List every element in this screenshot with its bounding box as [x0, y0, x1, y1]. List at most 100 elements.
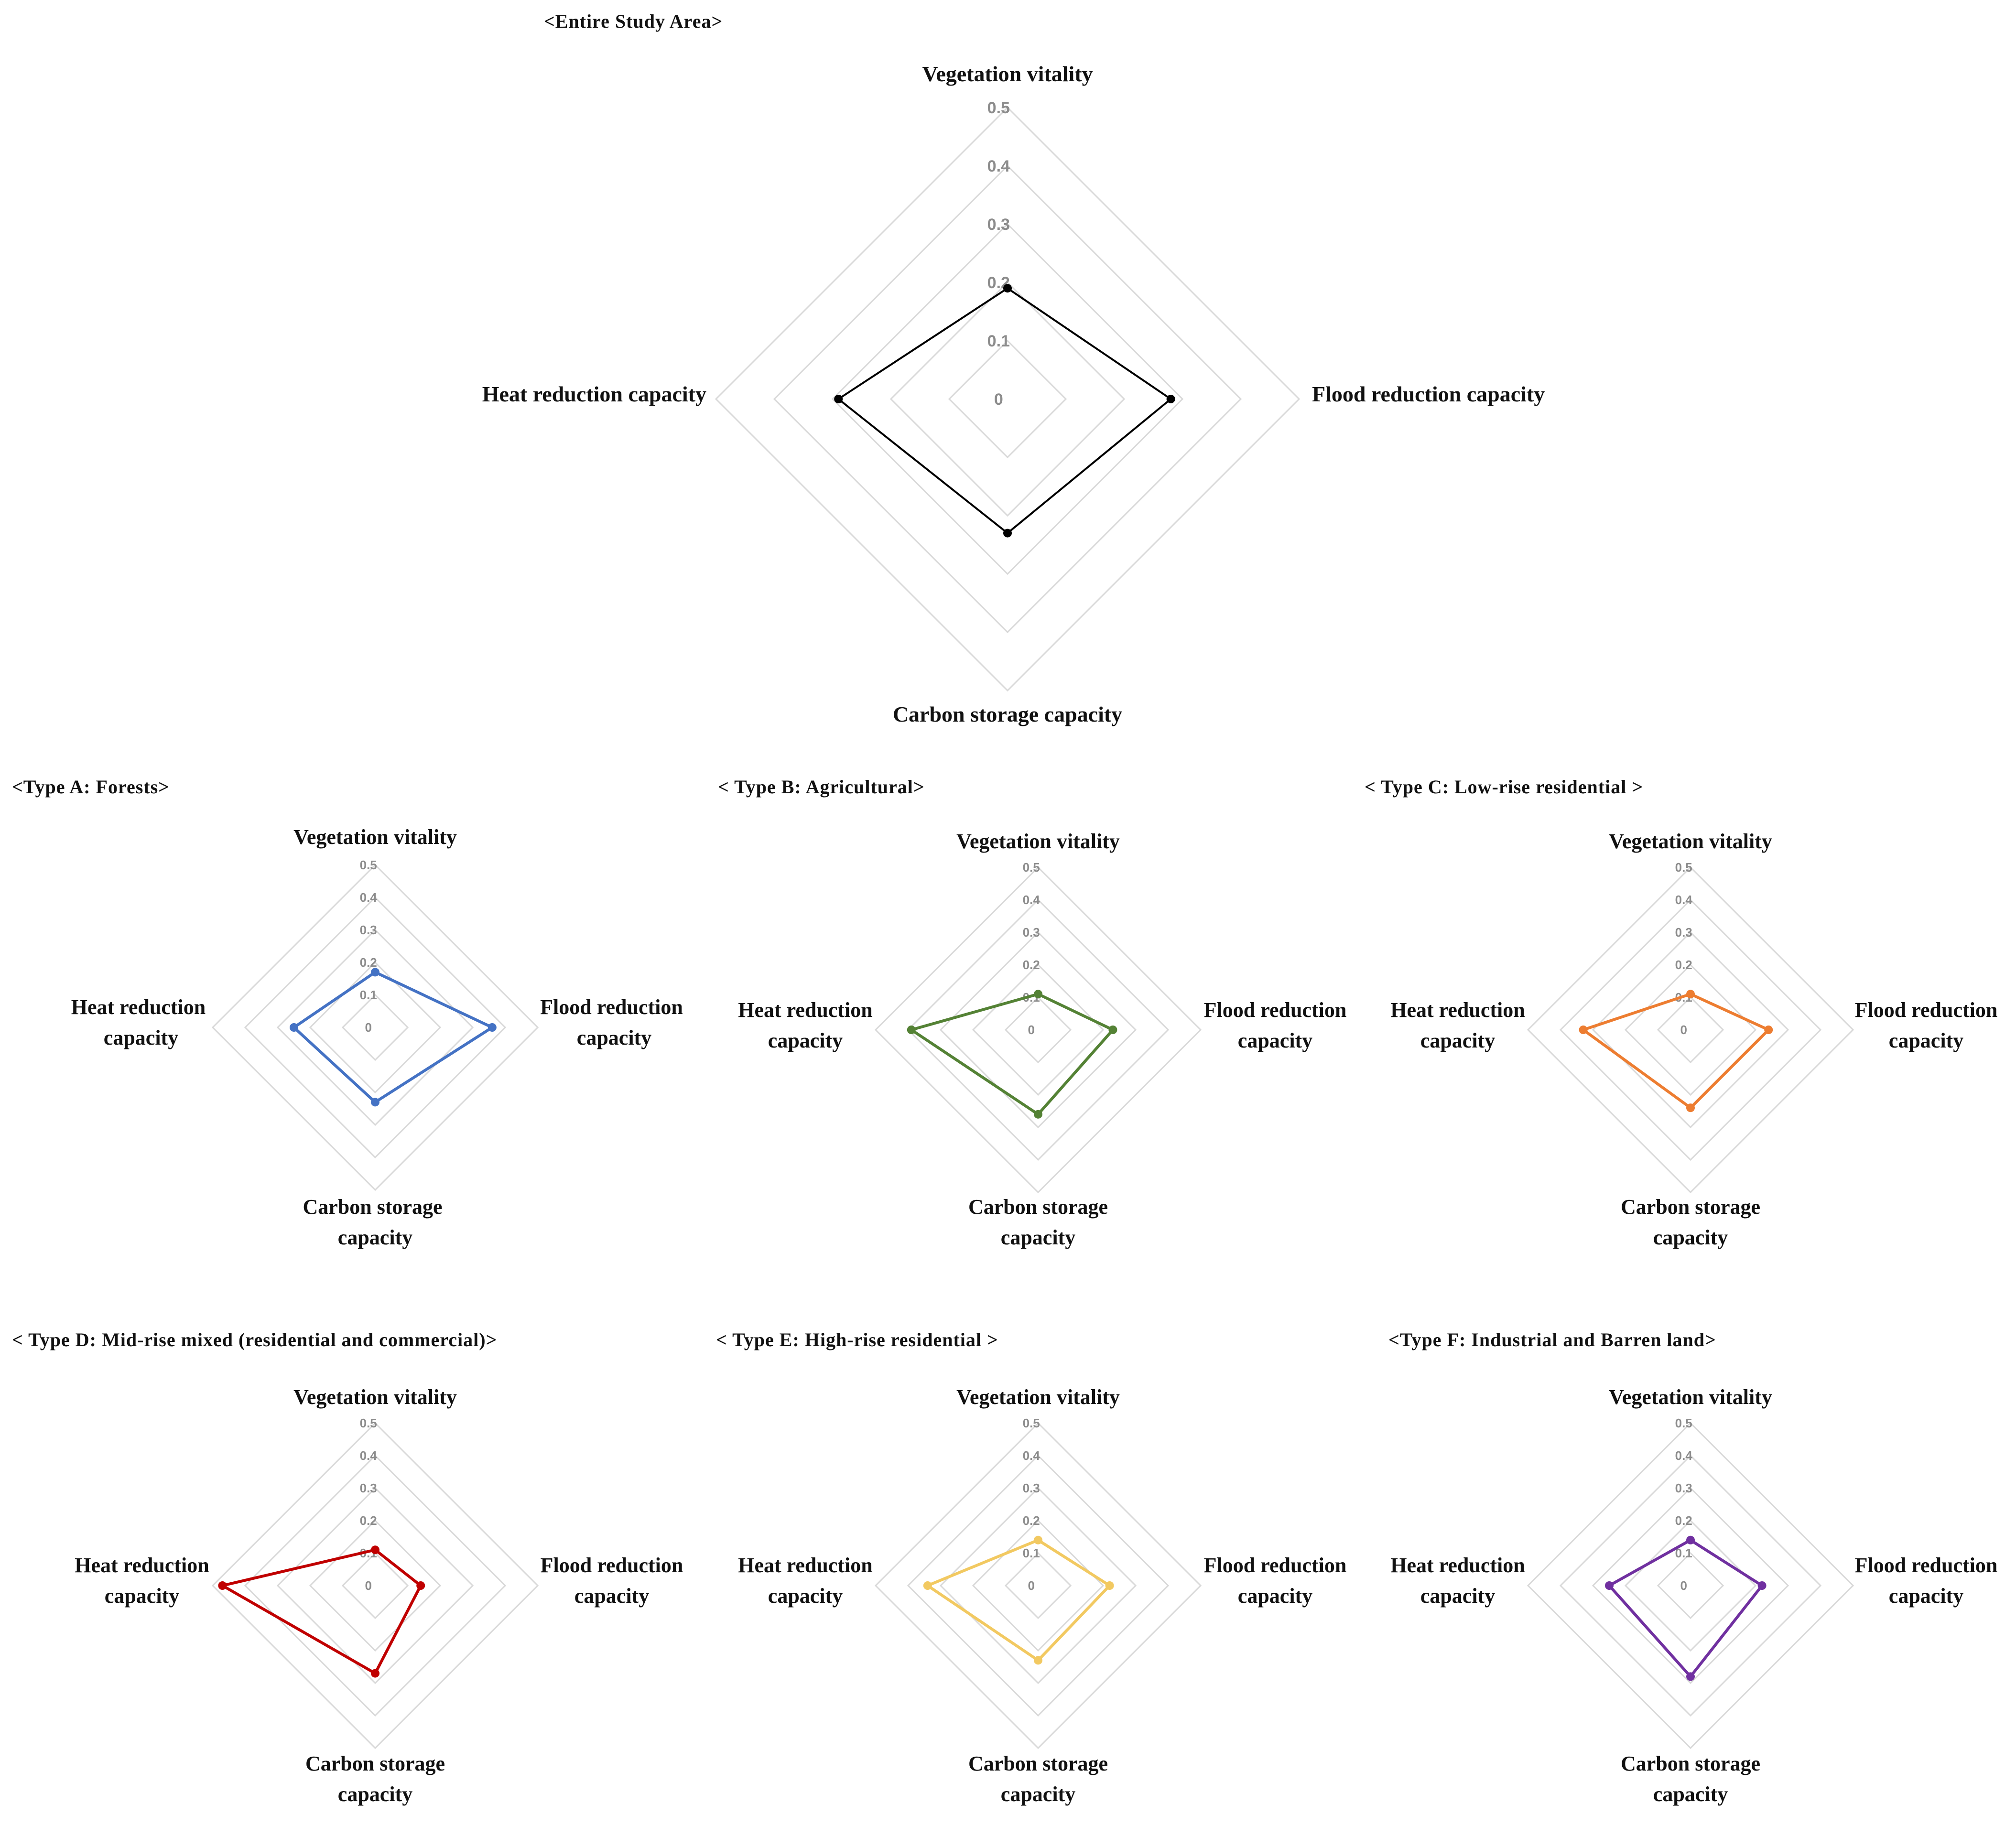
- tick-label: 0: [1028, 1023, 1034, 1037]
- axis-label-flood-reduction: Flood reduction capacity: [1312, 382, 1545, 406]
- tick-label: 0: [1680, 1578, 1687, 1593]
- axis-label-line-2: capacity: [1420, 1584, 1495, 1608]
- panel-title: < Type C: Low-rise residential >: [1365, 776, 1643, 798]
- grid-ring: [1559, 1454, 1822, 1717]
- tick-label: 0.4: [360, 890, 378, 905]
- axis-label-flood-reduction: Flood reduction capacity: [540, 995, 688, 1049]
- grid-ring: [211, 864, 539, 1191]
- grid-ring: [831, 223, 1184, 575]
- data-point: [1034, 1656, 1042, 1665]
- panel-type-f: <Type F: Industrial and Barren land> 0 0.…: [1388, 1329, 1997, 1806]
- axis-label-line-2: capacity: [1238, 1584, 1312, 1608]
- panel-type-a: <Type A: Forests> 0 0.1 0.2 0.3 0.4 0.5 Veget…: [12, 776, 688, 1249]
- tick-label: 0.1: [987, 332, 1010, 350]
- tick-label: 0.5: [360, 1416, 377, 1430]
- data-point: [416, 1581, 425, 1590]
- tick-label: 0.3: [987, 216, 1010, 234]
- data-point: [1686, 1672, 1695, 1681]
- data-point: [371, 1545, 379, 1555]
- tick-label: 0.2: [1675, 1513, 1692, 1528]
- tick-label: 0.2: [360, 1513, 377, 1528]
- axis-label-vegetation-vitality: Vegetation vitality: [956, 830, 1120, 853]
- radar-chart: 00.10.20.30.40.5: [715, 99, 1301, 692]
- tick-label: 0.4: [1023, 1448, 1041, 1463]
- axis-label-flood-reduction: Flood reduction capacity: [541, 1554, 683, 1608]
- grid-ring: [244, 1454, 507, 1717]
- data-point: [488, 1023, 497, 1032]
- panel-title: <Type A: Forests>: [12, 776, 170, 798]
- data-point: [1034, 1535, 1042, 1544]
- tick-label: 0.1: [360, 988, 377, 1002]
- axis-label-line-2: capacity: [1238, 1029, 1312, 1052]
- axis-label-carbon-storage: Carbon storage capacity: [305, 1752, 445, 1806]
- data-point: [218, 1581, 227, 1590]
- axis-label-carbon-storage: Carbon storage capacity: [1621, 1752, 1760, 1806]
- tick-label: 0: [1680, 1023, 1687, 1037]
- panel-title: < Type B: Agricultural>: [718, 776, 925, 798]
- grid-ring: [1559, 898, 1822, 1161]
- tick-label: 0.4: [1023, 893, 1041, 907]
- panel-title: <Type F: Industrial and Barren land>: [1388, 1329, 1716, 1350]
- grid-ring: [309, 961, 442, 1094]
- axis-label-line-2: capacity: [1001, 1226, 1075, 1249]
- axis-label-line-2: capacity: [1001, 1782, 1075, 1806]
- data-point: [1686, 1535, 1695, 1544]
- axis-label-line-2: capacity: [1653, 1782, 1728, 1806]
- axis-label-heat-reduction: Heat reduction capacity: [1390, 1554, 1525, 1608]
- grid-ring: [1527, 1422, 1854, 1749]
- data-point: [290, 1023, 298, 1032]
- grid-ring: [1657, 1552, 1724, 1620]
- tick-label: 0.4: [360, 1448, 378, 1463]
- grid-ring: [341, 1552, 409, 1620]
- axis-label-line-2: capacity: [104, 1026, 178, 1049]
- axis-label-vegetation-vitality: Vegetation vitality: [293, 825, 457, 849]
- radar-chart: 00.10.20.30.40.5: [211, 1416, 539, 1749]
- series-line: [837, 287, 1172, 534]
- panel-title: < Type E: High-rise residential >: [716, 1329, 998, 1350]
- data-point: [371, 968, 379, 977]
- axis-label-line-2: capacity: [338, 1782, 412, 1806]
- tick-label: 0.3: [360, 923, 377, 937]
- tick-label: 0.5: [1023, 1416, 1040, 1430]
- grid-ring: [874, 866, 1202, 1194]
- tick-label: 0.3: [1023, 1481, 1040, 1495]
- tick-label: 0.4: [1675, 893, 1693, 907]
- grid-ring: [972, 1519, 1105, 1652]
- axis-label-line-2: capacity: [338, 1226, 412, 1249]
- tick-label: 0: [365, 1578, 371, 1593]
- radar-chart: 00.10.20.30.40.5: [874, 1416, 1202, 1749]
- grid-ring: [276, 1487, 474, 1685]
- panel-type-c: < Type C: Low-rise residential > 00.10.2…: [1365, 776, 1997, 1249]
- data-point: [1686, 1103, 1695, 1112]
- series-line: [1608, 1538, 1764, 1678]
- axis-label-heat-reduction: Heat reduction capacity: [738, 1554, 873, 1608]
- panel-entire-study-area: <Entire Study Area> 00.10.20.30.40.5 Veg…: [482, 11, 1545, 726]
- tick-label: 0.3: [360, 1481, 377, 1495]
- tick-label: 0.2: [1023, 958, 1040, 972]
- grid-ring: [341, 993, 409, 1061]
- axis-label-vegetation-vitality: Vegetation vitality: [1609, 830, 1772, 853]
- radar-chart: 00.10.20.30.40.5: [1527, 860, 1854, 1194]
- grid-ring: [211, 1422, 539, 1749]
- grid-ring: [1592, 1487, 1789, 1685]
- axis-label-line-2: capacity: [577, 1026, 651, 1049]
- radar-chart: 00.10.20.30.40.5: [211, 858, 539, 1191]
- axis-label-heat-reduction: Heat reduction capacity: [75, 1554, 209, 1608]
- tick-label: 0.5: [1675, 1416, 1692, 1430]
- axis-label-carbon-storage: Carbon storage capacity: [1621, 1195, 1760, 1249]
- axis-label-heat-reduction: Heat reduction capacity: [482, 382, 706, 406]
- grid-ring: [874, 1422, 1202, 1749]
- grid-ring: [715, 106, 1301, 692]
- data-point: [371, 1098, 379, 1107]
- data-point: [923, 1581, 932, 1590]
- axis-label-heat-reduction: Heat reduction capacity: [71, 995, 211, 1049]
- data-point: [1105, 1581, 1114, 1590]
- tick-label: 0.2: [1675, 958, 1692, 972]
- axis-label-line-2: capacity: [1420, 1029, 1495, 1052]
- grid-ring: [1527, 866, 1854, 1194]
- radar-chart: 00.10.20.30.40.5: [1527, 1416, 1854, 1749]
- axis-label-line-2: capacity: [768, 1584, 843, 1608]
- panel-title: < Type D: Mid-rise mixed (residential an…: [12, 1329, 497, 1350]
- panel-type-e: < Type E: High-rise residential > 0 0.1 0.…: [716, 1329, 1346, 1806]
- tick-label: 0.2: [360, 955, 377, 970]
